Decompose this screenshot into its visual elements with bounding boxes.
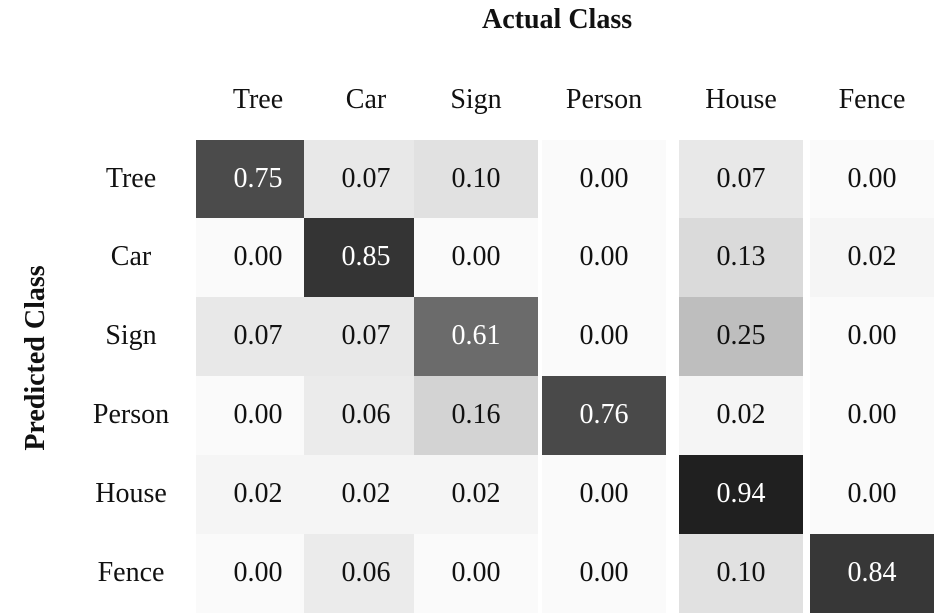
matrix-cell: 0.10: [679, 533, 803, 613]
matrix-cell: 0.00: [414, 217, 538, 297]
y-axis-title: Predicted Class: [20, 265, 51, 451]
column-label: Car: [345, 84, 387, 115]
matrix-cell: 0.00: [810, 375, 934, 455]
matrix-cell: 0.16: [414, 375, 538, 455]
matrix-cell: 0.00: [196, 533, 320, 613]
row-label: Fence: [97, 557, 165, 588]
matrix-cell: 0.02: [196, 454, 320, 534]
matrix-cell: 0.00: [542, 533, 666, 613]
matrix-cell: 0.00: [542, 296, 666, 376]
matrix-cell: 0.84: [810, 533, 934, 613]
matrix-cell: 0.00: [542, 217, 666, 297]
row-label: Car: [110, 241, 152, 272]
matrix-cell: 0.07: [304, 296, 428, 376]
matrix-cell: 0.25: [679, 296, 803, 376]
matrix-cell: 0.06: [304, 533, 428, 613]
confusion-matrix-grid: 0.75 0.07 0.10 0.00 0.07 0.00 0.00 0.85 0.00 0.00…: [196, 133, 944, 613]
matrix-cell: 0.02: [810, 217, 934, 297]
column-label: Tree: [232, 84, 284, 115]
matrix-cell: 0.00: [542, 139, 666, 219]
matrix-cell: 0.00: [414, 533, 538, 613]
column-label: Fence: [838, 84, 906, 115]
matrix-cell: 0.61: [414, 296, 538, 376]
column-label: Sign: [450, 84, 502, 115]
matrix-cell: 0.07: [304, 139, 428, 219]
matrix-cell: 0.06: [304, 375, 428, 455]
row-label: Person: [92, 399, 170, 430]
matrix-cell: 0.07: [196, 296, 320, 376]
column-label: Person: [565, 84, 643, 115]
matrix-cell: 0.02: [679, 375, 803, 455]
matrix-cell: 0.00: [810, 139, 934, 219]
matrix-cell: 0.00: [810, 296, 934, 376]
matrix-cell: 0.00: [196, 217, 320, 297]
matrix-cell: 0.94: [679, 454, 803, 534]
matrix-cell: 0.85: [304, 217, 428, 297]
row-label: House: [95, 478, 167, 509]
row-label: Sign: [105, 320, 157, 351]
column-label: House: [705, 84, 777, 115]
row-label: Tree: [105, 163, 157, 194]
matrix-cell: 0.13: [679, 217, 803, 297]
matrix-cell: 0.00: [196, 375, 320, 455]
matrix-cell: 0.10: [414, 139, 538, 219]
matrix-cell: 0.75: [196, 139, 320, 219]
x-axis-title: Actual Class: [482, 4, 633, 35]
matrix-cell: 0.02: [414, 454, 538, 534]
matrix-cell: 0.00: [810, 454, 934, 534]
matrix-cell: 0.00: [542, 454, 666, 534]
matrix-cell: 0.02: [304, 454, 428, 534]
matrix-cell: 0.76: [542, 375, 666, 455]
matrix-cell: 0.07: [679, 139, 803, 219]
